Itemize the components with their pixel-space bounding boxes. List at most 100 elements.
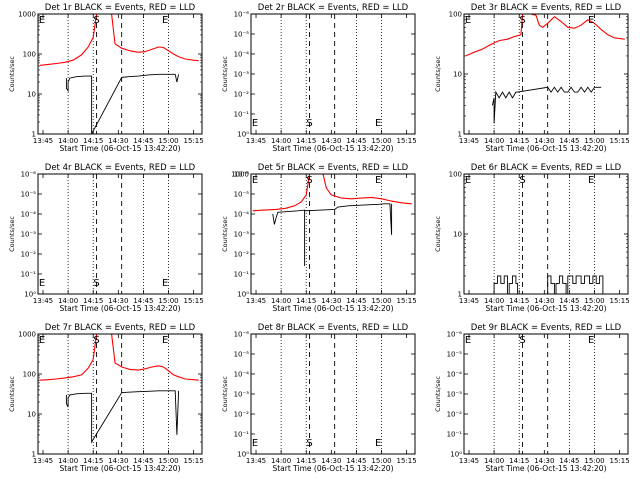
x-tick-label: 14:15 (509, 457, 529, 465)
x-tick-label: 14:30 (108, 137, 128, 145)
y-tick-label: 10⁻⁴ (234, 211, 250, 219)
x-tick-label: 14:30 (108, 297, 128, 305)
y-tick-label: 10⁻⁵ (234, 351, 250, 359)
panel-title: Det 1r BLACK = Events, RED = LLD (45, 3, 196, 13)
y-tick-label: 10⁻³ (21, 231, 37, 239)
plot-frame (463, 333, 629, 455)
x-tick-label: 15:15 (397, 297, 417, 305)
x-tick-label: 15:00 (584, 297, 604, 305)
x-tick-label: 15:00 (158, 457, 178, 465)
marker-label: S (519, 15, 525, 26)
x-tick-label: 14:00 (58, 137, 78, 145)
x-tick-label: 15:00 (371, 137, 391, 145)
x-tick-label: 14:00 (271, 137, 291, 145)
y-tick-label: 10 (453, 71, 462, 79)
panel-det-1: Det 1r BLACK = Events, RED = LLD 1 10 100 10… (8, 3, 204, 153)
y-tick-label: 10⁻³ (234, 231, 250, 239)
x-tick-label: 15:15 (184, 457, 204, 465)
x-tick-label: 15:15 (397, 457, 417, 465)
x-tick-label: 14:45 (559, 137, 579, 145)
marker-label: E (465, 335, 471, 346)
y-tick-label: 10 (27, 411, 36, 419)
y-tick-label: 10 (27, 91, 36, 99)
y-tick-label: 100 (23, 371, 36, 379)
x-axis-label: Start Time (06-Oct-15 13:42:20) (485, 464, 606, 473)
x-tick-label: 14:00 (58, 297, 78, 305)
x-tick-label: 14:15 (509, 137, 529, 145)
x-tick-label: 14:15 (509, 297, 529, 305)
x-tick-label: 13:45 (246, 457, 266, 465)
y-tick-label: 10⁻⁴ (234, 371, 250, 379)
y-tick-label: 10⁰ (24, 291, 36, 299)
x-tick-label: 14:45 (133, 457, 153, 465)
y-tick-label: 1 (458, 131, 462, 139)
y-tick-label: 10⁻⁴ (21, 211, 37, 219)
y-tick-label: 10⁻⁴ (234, 51, 250, 59)
plot-frame (37, 173, 203, 295)
panel-det-7: Det 7r BLACK = Events, RED = LLD 1 10 100 10… (8, 323, 204, 473)
y-axis-label: Counts/sec (434, 216, 442, 252)
x-tick-label: 13:45 (246, 137, 266, 145)
y-tick-label: 10⁻⁶ (234, 331, 250, 339)
y-tick-label: 10⁻⁶ (234, 171, 250, 179)
series-events-black (65, 390, 180, 444)
x-tick-label: 14:45 (559, 297, 579, 305)
y-axis-label: Counts/sec (434, 56, 442, 92)
y-tick-label: 10 (453, 231, 462, 239)
plot-frame (250, 13, 416, 135)
x-tick-label: 14:00 (271, 457, 291, 465)
y-axis-label: Counts/sec (221, 56, 229, 92)
marker-label: E (162, 15, 168, 26)
x-axis-label: Start Time (06-Oct-15 13:42:20) (485, 304, 606, 313)
panel-det-5: Det 5r BLACK = Events, RED = LLD 10⁰ 10⁻¹ 1… (221, 163, 417, 313)
plot-frame (463, 173, 629, 295)
y-axis-label: Counts/sec (8, 376, 16, 412)
marker-label: E (39, 335, 45, 346)
y-tick-label: 1 (32, 131, 36, 139)
x-tick-label: 13:45 (459, 137, 479, 145)
x-tick-label: 15:00 (371, 297, 391, 305)
series-events-black (491, 86, 602, 124)
marker-label: S (519, 175, 525, 186)
x-tick-label: 14:30 (108, 457, 128, 465)
x-tick-label: 14:15 (83, 457, 103, 465)
x-tick-label: 13:45 (33, 297, 53, 305)
panel-title: Det 5r BLACK = Events, RED = LLD (258, 163, 409, 173)
marker-label: E (162, 278, 168, 289)
marker-label: E (252, 175, 258, 186)
y-tick-label: 10⁻² (21, 251, 37, 259)
marker-label: E (588, 175, 594, 186)
marker-label: S (93, 15, 99, 26)
series-lld-red (252, 174, 412, 212)
plot-frame (250, 173, 416, 295)
marker-label: E (252, 118, 258, 129)
y-axis-label: Counts/sec (221, 216, 229, 252)
y-tick-label: 10⁻² (234, 91, 250, 99)
x-tick-label: 14:15 (296, 297, 316, 305)
plot-frame (37, 333, 203, 455)
x-axis-label: Start Time (06-Oct-15 13:42:20) (59, 144, 180, 153)
marker-label: E (375, 438, 381, 449)
marker-label: S (306, 118, 312, 129)
y-tick-label: 10⁻³ (234, 391, 250, 399)
y-tick-label: 1000 (231, 171, 249, 179)
series-events-black (493, 275, 604, 294)
x-tick-label: 15:15 (397, 137, 417, 145)
plot-frame (250, 333, 416, 455)
y-tick-label: 10⁰ (237, 131, 249, 139)
panel-det-3: Det 3r BLACK = Events, RED = LLD 1 10 100 13… (434, 3, 630, 153)
x-tick-label: 13:45 (459, 297, 479, 305)
x-axis-label: Start Time (06-Oct-15 13:42:20) (272, 304, 393, 313)
marker-label: E (588, 335, 594, 346)
marker-label: E (465, 175, 471, 186)
x-axis-label: Start Time (06-Oct-15 13:42:20) (272, 464, 393, 473)
panel-title: Det 9r BLACK = Events, RED = LLD (471, 323, 622, 333)
y-tick-label: 10⁻⁵ (21, 191, 37, 199)
y-tick-label: 10⁻⁵ (234, 191, 250, 199)
panel-title: Det 4r BLACK = Events, RED = LLD (45, 163, 196, 173)
y-tick-label: 10⁻⁴ (447, 371, 463, 379)
y-tick-label: 10⁻¹ (21, 271, 37, 279)
marker-label: E (375, 118, 381, 129)
x-tick-label: 15:00 (158, 137, 178, 145)
x-tick-label: 14:45 (559, 457, 579, 465)
